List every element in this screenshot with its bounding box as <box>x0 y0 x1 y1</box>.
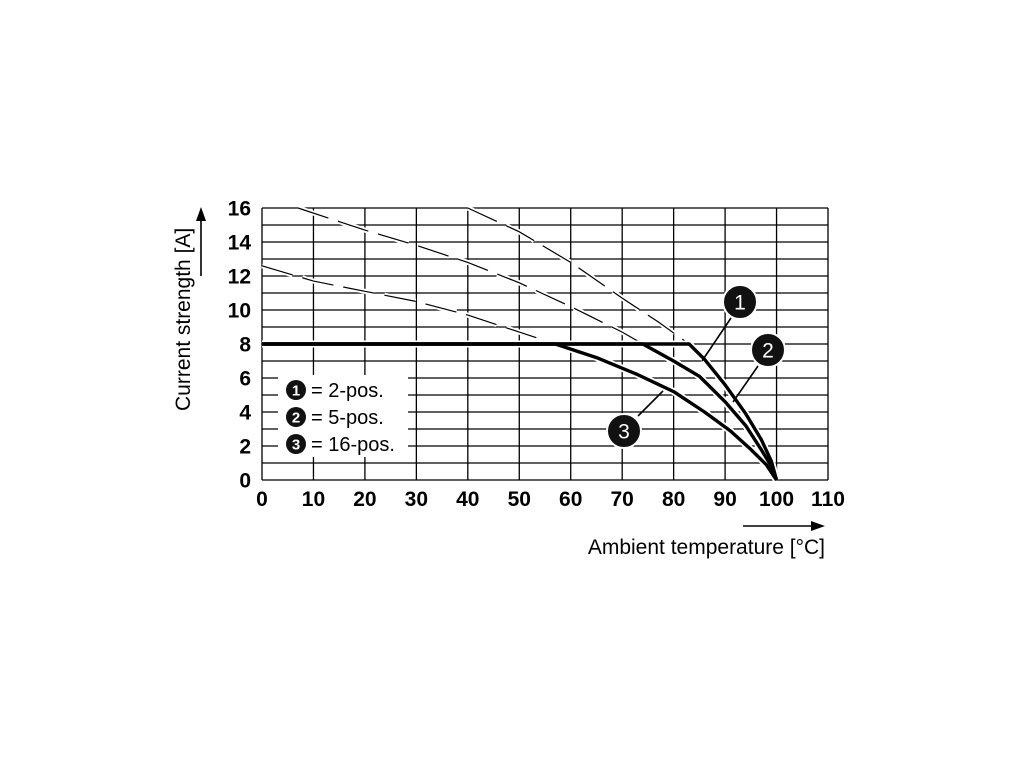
x-tick-label: 110 <box>811 488 845 511</box>
y-tick-label: 16 <box>228 198 251 221</box>
x-tick-label: 50 <box>508 488 531 511</box>
y-tick-label: 12 <box>228 266 251 289</box>
legend-item-2: 2 = 5-pos. <box>286 407 384 429</box>
x-tick-label: 30 <box>405 488 428 511</box>
callout-number: 1 <box>734 292 746 315</box>
legend-marker-number: 1 <box>292 383 300 400</box>
extrapolation-lines <box>261 205 691 347</box>
legend-marker-number: 3 <box>292 437 300 454</box>
series-extrapolation-1 <box>467 207 690 345</box>
legend-label: = 16-pos. <box>311 434 395 456</box>
y-tick-label: 4 <box>239 402 251 425</box>
callout-1: 1 <box>701 284 758 362</box>
x-tick-label: 60 <box>559 488 582 511</box>
series-extrapolation-2 <box>297 207 644 345</box>
callout-2: 2 <box>732 332 786 403</box>
callout-leader <box>732 365 759 403</box>
y-tick-label: 10 <box>228 300 251 323</box>
x-tick-label: 10 <box>302 488 325 511</box>
y-tick-label: 6 <box>239 368 251 391</box>
x-tick-labels: 0 10 20 30 40 50 60 70 80 90 100 110 <box>256 488 845 511</box>
callout-3: 3 <box>606 390 664 449</box>
x-axis-arrow-head <box>811 521 825 531</box>
callout-badge <box>606 413 642 449</box>
series-line-3 <box>262 342 778 481</box>
x-axis-label: Ambient temperature [°C] <box>588 536 825 559</box>
y-axis-label: Current strength [A] <box>172 228 195 411</box>
y-axis-title: Current strength [A] <box>172 207 206 411</box>
y-tick-label: 14 <box>228 232 252 255</box>
legend-marker-badge <box>286 380 306 400</box>
legend-item-1: 1 = 2-pos. <box>286 380 384 402</box>
legend-marker-badge <box>286 407 306 427</box>
y-tick-labels: 0 2 4 6 8 10 12 14 16 <box>228 198 252 493</box>
legend-marker-badge <box>286 434 306 454</box>
x-tick-label: 90 <box>713 488 736 511</box>
legend-label: = 5-pos. <box>311 407 384 429</box>
legend-marker-number: 2 <box>292 410 300 427</box>
y-tick-label: 2 <box>239 436 251 459</box>
x-tick-label: 40 <box>456 488 479 511</box>
callout-leader <box>637 390 664 417</box>
callout-badge <box>722 284 758 320</box>
x-tick-label: 80 <box>662 488 685 511</box>
y-tick-label: 8 <box>239 334 251 357</box>
x-tick-label: 70 <box>611 488 634 511</box>
callout-number: 3 <box>618 421 630 444</box>
legend-item-3: 3 = 16-pos. <box>286 434 395 456</box>
legend: 1 = 2-pos. 2 = 5-pos. 3 = 16-pos. <box>278 375 408 457</box>
x-tick-label: 20 <box>353 488 376 511</box>
y-axis-arrow-head <box>196 207 206 221</box>
x-tick-label: 0 <box>256 488 268 511</box>
callout-leader <box>701 317 732 362</box>
legend-label: = 2-pos. <box>311 380 384 402</box>
callouts: 1 2 3 <box>606 284 786 449</box>
x-tick-label: 100 <box>759 488 794 511</box>
callout-badge <box>750 332 786 368</box>
y-tick-label: 0 <box>239 470 251 493</box>
callout-number: 2 <box>762 340 774 363</box>
x-axis-title: Ambient temperature [°C] <box>588 521 825 559</box>
series-line-2 <box>262 342 779 481</box>
series-extrapolation-3 <box>261 265 556 345</box>
